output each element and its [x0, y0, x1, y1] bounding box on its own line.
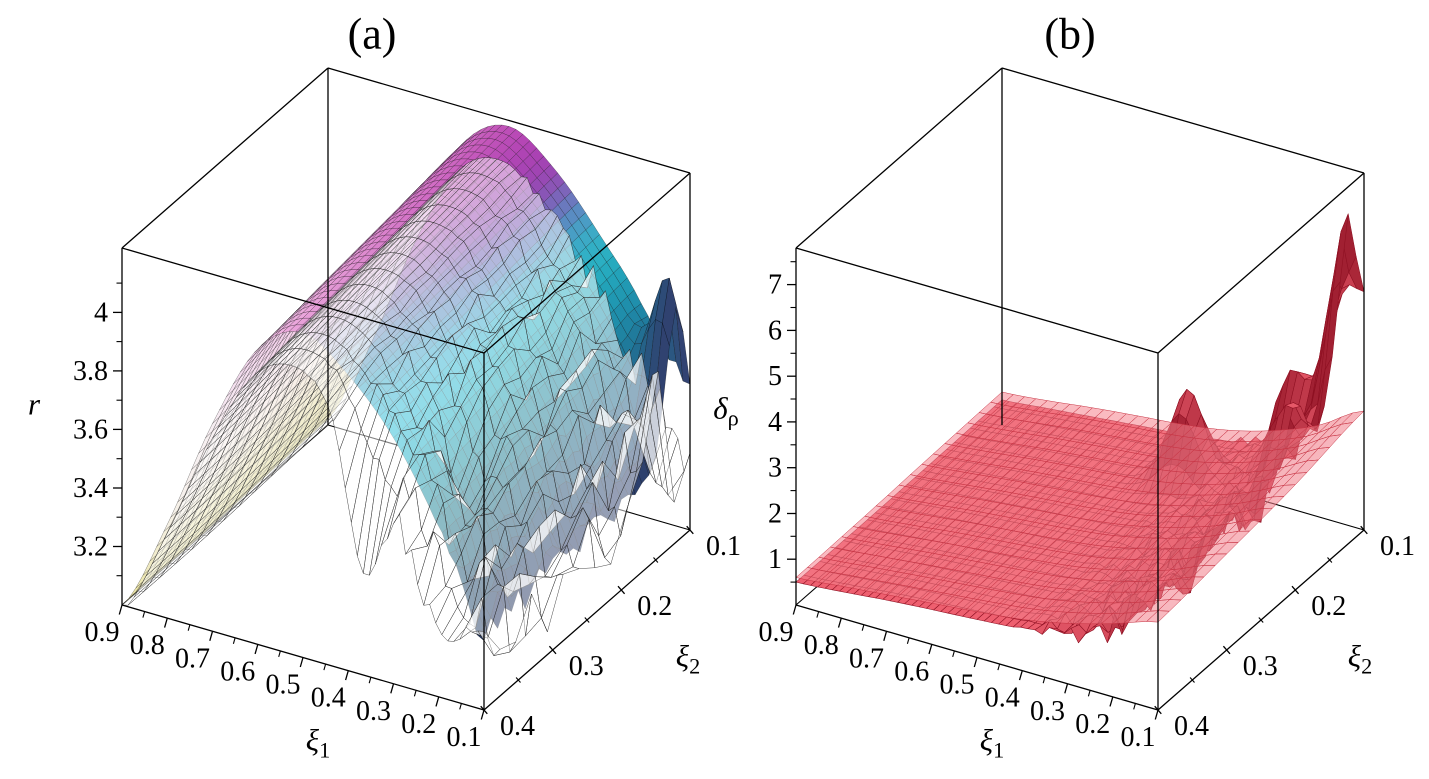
z-tick-label: 3	[768, 453, 782, 484]
x-tick-label: 0.3	[356, 696, 391, 727]
x-tick-label: 0.3	[1030, 696, 1065, 727]
z-tick-label: 4	[768, 407, 782, 438]
y-tick-label: 0.3	[1243, 651, 1278, 682]
x-tick-label: 0.6	[894, 656, 929, 687]
axis-ticks-and-labels: 1 2 3 4 5 6 7 0.9 0.8 0.7 0.6 0.5 0.4 0.3 0.2 0.1 0.4 0.3…	[759, 261, 1415, 753]
panel-a-x-axis-label: ξ1	[305, 722, 331, 763]
z-tick-label: 6	[768, 315, 782, 346]
z-tick-label: 3.6	[73, 414, 108, 445]
delta-rho-smooth-surface	[795, 391, 1365, 625]
panel-a-y-axis-label: ξ2	[675, 638, 701, 679]
x-tick-label: 0.8	[130, 630, 165, 661]
z-tick-label: 3.2	[73, 532, 108, 563]
axis-ticks-and-labels: 3.2 3.4 3.6 3.8 4 0.9 0.8 0.7 0.6 0.5 0.4 0.3 0.2 0.1…	[73, 282, 741, 753]
panel-b-3d-plot: 1 2 3 4 5 6 7 0.9 0.8 0.7 0.6 0.5 0.4 0.3 0.2 0.1 0.4 0.3…	[759, 67, 1415, 753]
z-tick-label: 1	[768, 544, 782, 575]
z-tick-label: 7	[768, 270, 782, 301]
x-tick-label: 0.9	[85, 617, 120, 648]
x-tick-label: 0.7	[175, 643, 210, 674]
x-tick-label: 0.1	[447, 722, 482, 753]
y-tick-label: 0.2	[1311, 591, 1346, 622]
x-tick-label: 0.4	[311, 683, 346, 714]
x-tick-label: 0.8	[804, 630, 839, 661]
y-tick-label: 0.2	[637, 591, 672, 622]
x-tick-label: 0.1	[1121, 722, 1156, 753]
z-tick-label: 3.8	[73, 356, 108, 387]
r-raw-wireframe-surface	[121, 157, 691, 656]
y-tick-label: 0.1	[706, 531, 741, 562]
x-tick-label: 0.7	[849, 643, 884, 674]
y-tick-label: 0.1	[1380, 531, 1415, 562]
x-tick-label: 0.4	[985, 683, 1020, 714]
y-tick-label: 0.4	[500, 711, 535, 742]
z-tick-label: 2	[768, 499, 782, 530]
y-tick-label: 0.3	[569, 651, 604, 682]
z-tick-label: 5	[768, 361, 782, 392]
panel-a-z-axis-label: r	[27, 386, 41, 422]
x-tick-label: 0.2	[1075, 709, 1110, 740]
z-tick-label: 4	[94, 297, 108, 328]
x-tick-label: 0.5	[266, 670, 301, 701]
panel-b-x-axis-label: ξ1	[979, 722, 1005, 763]
panel-b-title: (b)	[1044, 9, 1096, 59]
x-tick-label: 0.6	[220, 656, 255, 687]
y-tick-label: 0.4	[1174, 711, 1209, 742]
panel-a-3d-plot: 3.2 3.4 3.6 3.8 4 0.9 0.8 0.7 0.6 0.5 0.4 0.3 0.2 0.1…	[73, 67, 741, 753]
x-tick-label: 0.2	[401, 709, 436, 740]
panel-b-z-axis-label: δρ	[713, 390, 739, 431]
x-tick-label: 0.5	[940, 670, 975, 701]
z-tick-label: 3.4	[73, 473, 108, 504]
x-tick-label: 0.9	[759, 617, 794, 648]
panel-a-title: (a)	[347, 9, 397, 59]
panel-b-y-axis-label: ξ2	[1347, 638, 1373, 679]
